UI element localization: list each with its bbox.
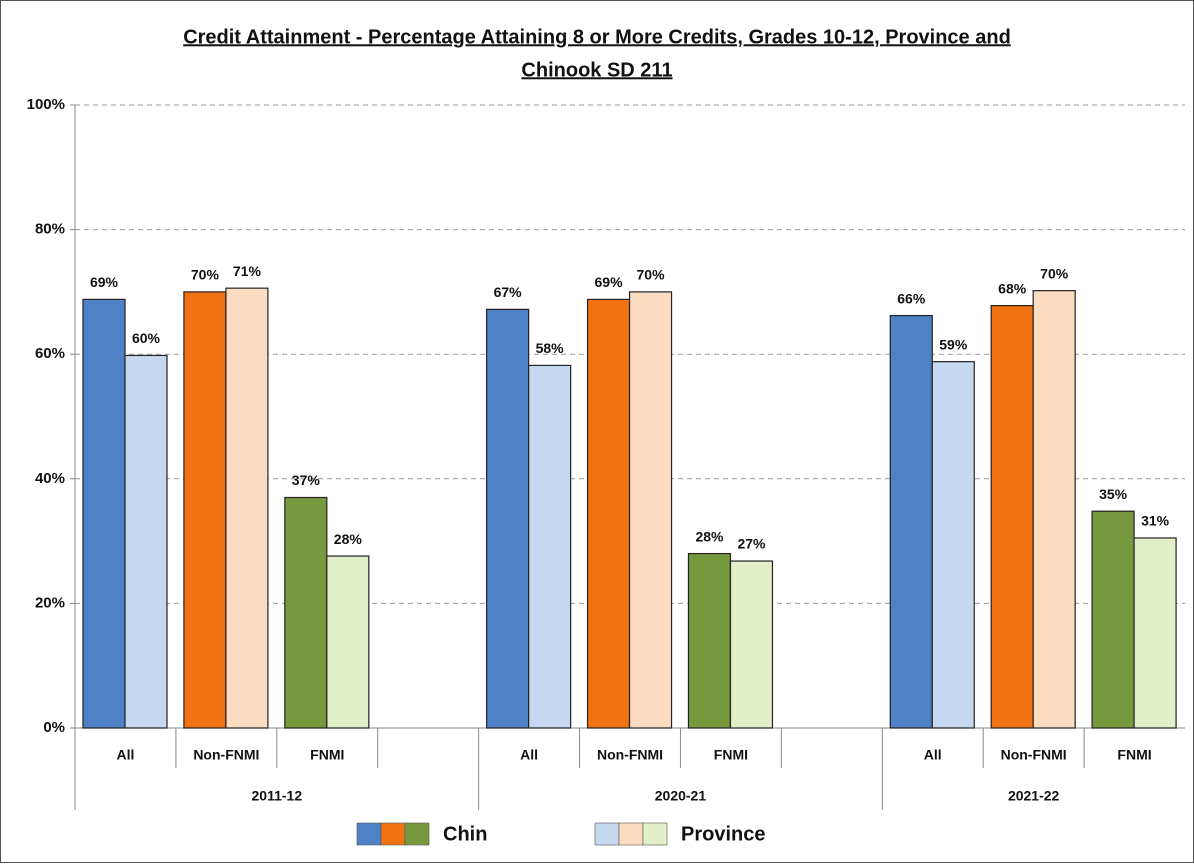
group-label: 2011-12 bbox=[252, 788, 303, 804]
bar bbox=[687, 552, 732, 729]
y-tick-label: 20% bbox=[35, 594, 65, 611]
x-tick-label: Non-FNMI bbox=[193, 747, 259, 763]
legend-label: Chin bbox=[443, 823, 487, 845]
data-label: 37% bbox=[292, 472, 321, 488]
x-tick-label: FNMI bbox=[310, 747, 344, 763]
bar bbox=[82, 298, 126, 729]
x-tick-label: FNMI bbox=[1117, 747, 1151, 763]
x-tick-label: All bbox=[924, 747, 942, 763]
bar bbox=[729, 560, 774, 729]
group-label: 2021-22 bbox=[1008, 788, 1060, 804]
bar bbox=[284, 496, 328, 729]
bar bbox=[889, 314, 933, 729]
data-label: 70% bbox=[1040, 265, 1069, 281]
bar bbox=[528, 364, 572, 729]
legend-swatch bbox=[380, 822, 406, 846]
y-tick-label: 60% bbox=[35, 345, 65, 362]
group-label: 2020-21 bbox=[655, 788, 707, 804]
y-tick-label: 0% bbox=[43, 719, 65, 736]
bar bbox=[225, 287, 269, 729]
x-tick-label: Non-FNMI bbox=[597, 747, 663, 763]
data-label: 35% bbox=[1099, 486, 1128, 502]
bar bbox=[486, 308, 530, 729]
data-label: 68% bbox=[998, 280, 1027, 296]
data-label: 69% bbox=[595, 274, 624, 290]
bar bbox=[124, 354, 168, 729]
bar bbox=[1091, 510, 1135, 729]
data-label: 27% bbox=[737, 536, 766, 552]
legend-swatch bbox=[356, 822, 382, 846]
chart-title: Chinook SD 211 bbox=[521, 59, 672, 81]
data-label: 31% bbox=[1141, 513, 1170, 529]
x-tick-label: All bbox=[520, 747, 538, 763]
legend-swatch bbox=[642, 822, 668, 846]
legend-label: Province bbox=[681, 823, 765, 845]
data-label: 60% bbox=[132, 330, 161, 346]
bar bbox=[326, 555, 370, 729]
data-label: 59% bbox=[939, 336, 968, 352]
data-label: 70% bbox=[191, 267, 220, 283]
data-label: 69% bbox=[90, 274, 119, 290]
bar bbox=[931, 361, 975, 729]
bar bbox=[586, 298, 631, 729]
x-tick-label: Non-FNMI bbox=[1001, 747, 1067, 763]
bar bbox=[1133, 537, 1177, 729]
bar bbox=[1032, 290, 1076, 729]
data-label: 58% bbox=[536, 340, 565, 356]
x-tick-label: All bbox=[117, 747, 135, 763]
legend-swatch bbox=[594, 822, 620, 846]
data-label: 28% bbox=[334, 531, 363, 547]
chart-title: Credit Attainment - Percentage Attaining… bbox=[183, 26, 1011, 48]
bar bbox=[183, 291, 227, 729]
bar bbox=[628, 291, 673, 729]
data-label: 71% bbox=[233, 263, 262, 279]
data-label: 70% bbox=[637, 267, 666, 283]
legend-swatch bbox=[618, 822, 644, 846]
y-tick-label: 80% bbox=[35, 221, 65, 238]
data-label: 28% bbox=[695, 528, 724, 544]
y-tick-label: 100% bbox=[27, 96, 65, 113]
bar bbox=[990, 305, 1034, 729]
legend-swatch bbox=[404, 822, 430, 846]
data-label: 67% bbox=[494, 284, 523, 300]
y-tick-label: 40% bbox=[35, 470, 65, 487]
x-tick-label: FNMI bbox=[714, 747, 748, 763]
data-label: 66% bbox=[897, 290, 926, 306]
